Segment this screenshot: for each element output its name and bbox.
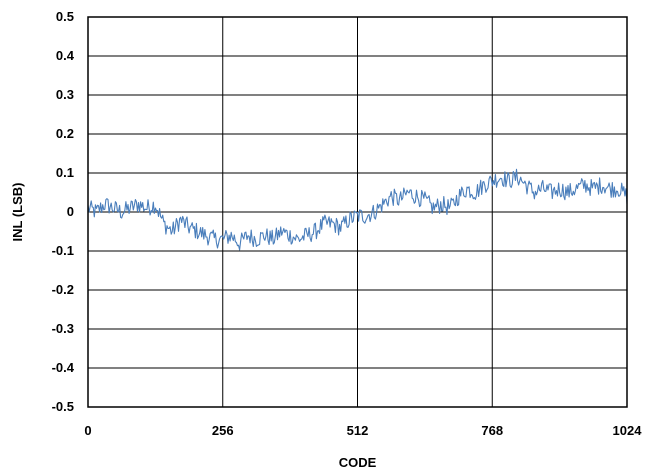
y-tick-label: 0.5 (56, 9, 74, 24)
y-tick-label: 0.2 (56, 126, 74, 141)
x-tick-label: 512 (347, 423, 369, 438)
y-tick-label: 0.4 (56, 48, 75, 63)
x-tick-label: 768 (481, 423, 503, 438)
y-tick-label: -0.4 (52, 360, 75, 375)
inl-series-line (87, 168, 628, 251)
series-group (87, 168, 628, 251)
y-tick-label: 0.1 (56, 165, 74, 180)
y-tick-labels: -0.5 -0.4 -0.3 -0.2 -0.1 0 0.1 0.2 0.3 0.4 0.5 (52, 9, 75, 414)
x-tick-label: 0 (84, 423, 91, 438)
y-tick-label: -0.5 (52, 399, 74, 414)
x-tick-label: 1024 (613, 423, 643, 438)
y-tick-label: -0.3 (52, 321, 74, 336)
x-tick-label: 256 (212, 423, 234, 438)
x-tick-labels: 0 256 512 768 1024 (84, 423, 642, 438)
y-axis-title: INL (LSB) (10, 183, 25, 242)
y-tick-label: 0 (67, 204, 74, 219)
y-tick-label: -0.1 (52, 243, 74, 258)
x-axis-title: CODE (339, 455, 377, 470)
plot-frame (87, 16, 628, 408)
y-tick-label: -0.2 (52, 282, 74, 297)
y-tick-label: 0.3 (56, 87, 74, 102)
